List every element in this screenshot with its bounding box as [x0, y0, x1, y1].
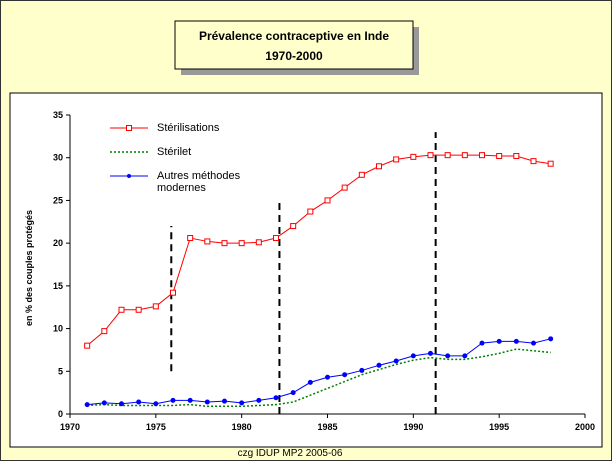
data-point [428, 350, 433, 356]
y-tick-label: 5 [58, 366, 63, 376]
data-point [204, 238, 211, 245]
x-tick-label: 1995 [489, 422, 509, 432]
data-point [153, 401, 159, 407]
data-point [342, 372, 348, 378]
data-point [222, 398, 227, 404]
series-line [87, 348, 551, 408]
data-point [273, 395, 279, 401]
data-point [290, 390, 296, 396]
data-point [376, 362, 382, 368]
data-point [462, 353, 468, 359]
legend-marker [127, 174, 131, 178]
data-point [119, 401, 124, 407]
data-point [307, 379, 313, 385]
chart-subtitle: 1970-2000 [265, 49, 323, 63]
legend-label: Stérilet [157, 146, 192, 158]
data-point [513, 153, 520, 160]
data-point [513, 338, 519, 344]
data-point [461, 152, 468, 159]
data-point [530, 158, 537, 165]
data-point [255, 239, 262, 246]
data-point [427, 152, 434, 159]
series-line [87, 338, 551, 406]
y-tick-label: 10 [53, 324, 63, 334]
data-point [393, 358, 399, 364]
data-point [118, 306, 125, 313]
data-point [170, 289, 176, 296]
y-tick-label: 30 [53, 153, 63, 163]
data-point [496, 338, 502, 344]
legend-label: Stérilisations [157, 122, 220, 134]
data-point [135, 306, 142, 313]
data-point [410, 353, 416, 359]
data-point [256, 397, 262, 403]
legend-label: Autres méthodes modernes [157, 170, 241, 194]
data-point [548, 336, 554, 342]
data-point [152, 303, 159, 310]
legend-marker [126, 125, 132, 131]
data-point [531, 340, 536, 346]
y-tick-label: 0 [58, 409, 63, 419]
data-point [187, 235, 194, 242]
data-point [479, 152, 485, 159]
data-point [101, 400, 107, 406]
data-point [410, 153, 417, 160]
title-box [174, 20, 414, 70]
data-point [238, 240, 245, 247]
data-point [239, 400, 245, 406]
footer: czg IDUP MP2 2005-06 [238, 448, 343, 459]
x-tick-label: 1985 [317, 422, 337, 432]
series-line [86, 154, 551, 347]
data-point [479, 340, 485, 346]
data-point [136, 399, 142, 405]
data-point [84, 402, 90, 408]
data-point [547, 160, 554, 167]
data-point [376, 163, 382, 170]
data-point [204, 399, 210, 405]
data-point [273, 235, 279, 242]
data-point [307, 208, 314, 215]
x-tick-label: 1980 [232, 422, 252, 432]
data-point [324, 197, 331, 204]
x-tick-label: 1975 [146, 422, 166, 432]
plot-panel [9, 92, 603, 448]
data-point [187, 397, 193, 403]
data-point [101, 328, 108, 335]
data-point [221, 240, 228, 247]
y-tick-label: 20 [53, 238, 63, 248]
data-point [84, 342, 91, 349]
y-axis-label: en % des couples protégés [24, 210, 34, 326]
y-tick-label: 25 [53, 195, 63, 205]
chart-title: Prévalence contraceptive en Inde [199, 29, 389, 43]
y-tick-label: 15 [53, 281, 63, 291]
data-point [358, 171, 365, 178]
data-point [496, 153, 503, 160]
y-tick-label: 35 [53, 110, 63, 120]
x-tick-label: 1970 [60, 422, 80, 432]
data-point [359, 367, 365, 373]
data-point [445, 353, 451, 359]
data-point [170, 397, 176, 403]
data-point [290, 223, 297, 230]
data-point [341, 184, 348, 191]
data-point [444, 152, 451, 159]
x-tick-label: 1990 [403, 422, 423, 432]
x-tick-label: 2000 [575, 422, 595, 432]
data-point [325, 374, 330, 380]
data-point [393, 156, 400, 163]
